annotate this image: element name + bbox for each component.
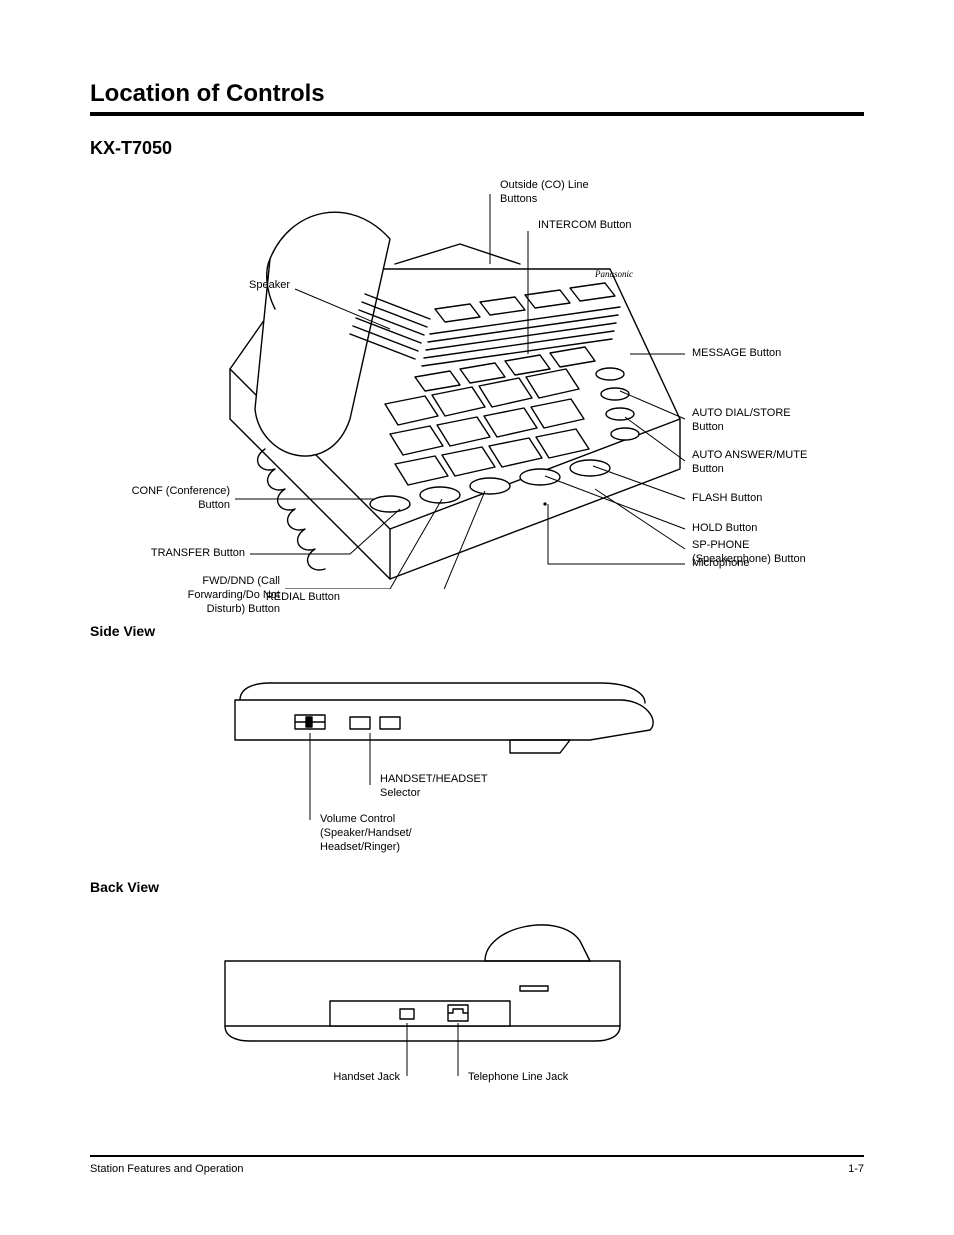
model-subheading: KX-T7050 — [90, 138, 864, 159]
side-view-caption: Side View — [90, 623, 864, 639]
label-flash: FLASH Button — [692, 492, 762, 506]
label-intercom: INTERCOM Button — [538, 219, 632, 233]
footer-rule — [90, 1155, 864, 1157]
title-rule — [90, 112, 864, 116]
label-telephone-line-jack: Telephone Line Jack — [468, 1071, 568, 1085]
side-view-figure: HANDSET/HEADSETSelector Volume Control(S… — [90, 645, 864, 845]
label-transfer: TRANSFER Button — [80, 547, 245, 561]
label-hold: HOLD Button — [692, 522, 757, 536]
label-volume: Volume Control(Speaker/Handset/Headset/R… — [320, 813, 412, 854]
label-speaker: Speaker — [130, 279, 290, 293]
label-message: MESSAGE Button — [692, 347, 781, 361]
front-view-figure: Panasonic — [90, 159, 864, 589]
page-footer: Station Features and Operation 1-7 — [90, 1155, 864, 1175]
label-auto-dial-store: AUTO DIAL/STOREButton — [692, 407, 791, 435]
label-redial: REDIAL Button — [245, 591, 340, 605]
back-view-caption: Back View — [90, 879, 864, 895]
footer-left: Station Features and Operation — [90, 1163, 243, 1175]
label-co-buttons: Outside (CO) LineButtons — [500, 179, 589, 207]
footer-right: 1-7 — [848, 1163, 864, 1175]
label-conf: CONF (Conference)Button — [80, 485, 230, 513]
back-view-figure: Handset Jack Telephone Line Jack — [90, 901, 864, 1101]
telephone-side-illustration — [90, 645, 864, 845]
label-microphone: Microphone — [692, 557, 749, 571]
svg-text:Panasonic: Panasonic — [594, 269, 633, 279]
label-auto-answer-mute: AUTO ANSWER/MUTEButton — [692, 449, 807, 477]
label-handset-jack: Handset Jack — [300, 1071, 400, 1085]
page-title: Location of Controls — [90, 80, 864, 108]
label-handset-headset: HANDSET/HEADSETSelector — [380, 773, 488, 801]
